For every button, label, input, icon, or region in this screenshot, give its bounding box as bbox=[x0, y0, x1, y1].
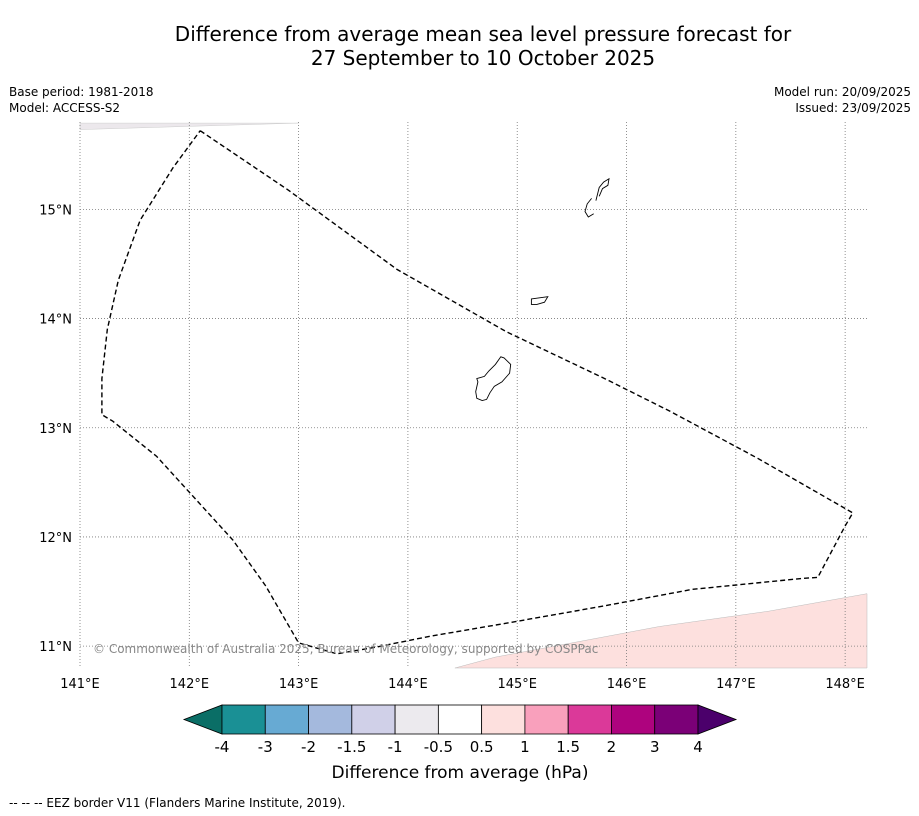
colorbar-tick-label: -3 bbox=[258, 738, 273, 756]
colorbar-tick-label: -1 bbox=[388, 738, 403, 756]
colorbar-tick-label: 1.5 bbox=[556, 738, 580, 756]
colorbar-tick-label: -0.5 bbox=[424, 738, 453, 756]
base-period: Base period: 1981-2018 bbox=[9, 85, 154, 99]
positive-anomaly-region bbox=[454, 593, 868, 669]
longitude-tick-label: 146°E bbox=[607, 677, 647, 692]
colorbar-tick-label: 1 bbox=[520, 738, 530, 756]
latitude-tick-label: 14°N bbox=[39, 313, 72, 328]
title-line-1: Difference from average mean sea level p… bbox=[174, 22, 792, 46]
issued-date: Issued: 23/09/2025 bbox=[795, 101, 911, 115]
model-run: Model run: 20/09/2025 bbox=[773, 85, 911, 99]
colorbar-tick-label: -2 bbox=[301, 738, 316, 756]
colorbar-label: Difference from average (hPa) bbox=[332, 763, 589, 783]
run-info: Model run: 20/09/2025 Issued: 23/09/2025 bbox=[774, 84, 911, 116]
longitude-tick-label: 144°E bbox=[388, 677, 428, 692]
longitude-tick-label: 147°E bbox=[716, 677, 756, 692]
colorbar-swatch bbox=[437, 704, 483, 735]
longitude-tick-label: 141°E bbox=[60, 677, 100, 692]
colorbar-swatch bbox=[351, 704, 396, 735]
model-info: Base period: 1981-2018 Model: ACCESS-S2 bbox=[9, 84, 154, 116]
longitude-tick-label: 143°E bbox=[279, 677, 319, 692]
copyright-notice: © Commonwealth of Australia 2025, Bureau… bbox=[93, 642, 598, 656]
longitude-tick-label: 148°E bbox=[825, 677, 865, 692]
colorbar-over-arrow bbox=[697, 704, 738, 735]
longitude-tick-label: 145°E bbox=[497, 677, 537, 692]
colorbar-under-arrow bbox=[182, 704, 223, 735]
negative-anomaly-region bbox=[79, 122, 299, 130]
eez-border-note: -- -- -- EEZ border V11 (Flanders Marine… bbox=[9, 796, 346, 810]
latitude-tick-label: 15°N bbox=[39, 203, 72, 218]
island-coastline bbox=[584, 198, 594, 218]
colorbar-tick-label: 4 bbox=[693, 738, 703, 756]
latitude-tick-label: 13°N bbox=[39, 422, 72, 437]
colorbar-swatch bbox=[654, 704, 699, 735]
colorbar: -4 -3 -2 -1.5 -1 -0.5 0.5 1 1.5 2 3 4 bbox=[182, 704, 738, 756]
chart-title: Difference from average mean sea level p… bbox=[120, 22, 846, 70]
colorbar-swatch bbox=[481, 704, 526, 735]
colorbar-tick-label: 0.5 bbox=[470, 738, 494, 756]
colorbar-tick-label: 2 bbox=[607, 738, 617, 756]
eez-border bbox=[101, 130, 854, 655]
colorbar-swatch bbox=[567, 704, 612, 735]
axis-labels: 141°E 142°E 143°E 144°E 145°E 146°E 147°E 148°E… bbox=[39, 203, 865, 692]
colorbar-swatch bbox=[611, 704, 656, 735]
colorbar-swatch bbox=[394, 704, 439, 735]
colorbar-tick-label: 3 bbox=[650, 738, 660, 756]
colorbar-swatch bbox=[264, 704, 309, 735]
colorbar-swatch bbox=[221, 704, 266, 735]
latitude-tick-label: 11°N bbox=[39, 640, 72, 655]
map-layer bbox=[79, 122, 868, 669]
colorbar-swatch bbox=[524, 704, 569, 735]
colorbar-tick-label: -4 bbox=[215, 738, 230, 756]
island-coastline bbox=[530, 296, 549, 305]
colorbar-tick-label: -1.5 bbox=[337, 738, 366, 756]
island-coastline bbox=[595, 177, 610, 201]
longitude-tick-label: 142°E bbox=[170, 677, 210, 692]
model-name: Model: ACCESS-S2 bbox=[9, 101, 121, 115]
colorbar-swatch bbox=[308, 704, 353, 735]
island-coastline bbox=[475, 356, 512, 401]
title-line-2: 27 September to 10 October 2025 bbox=[310, 46, 656, 70]
latitude-tick-label: 12°N bbox=[39, 531, 72, 546]
